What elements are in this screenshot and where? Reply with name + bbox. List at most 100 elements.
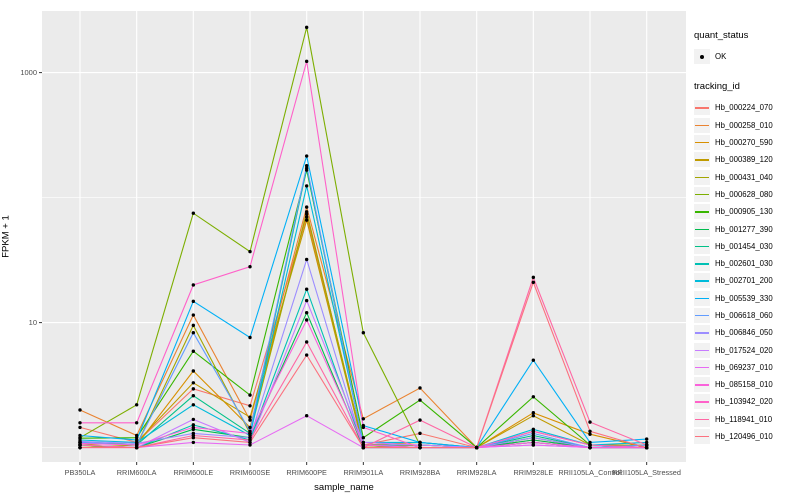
data-point	[191, 387, 196, 391]
data-point	[191, 440, 196, 445]
legend-key-box	[694, 290, 710, 306]
legend-key-line	[695, 418, 709, 421]
legend-key-box	[694, 359, 710, 375]
data-point	[248, 415, 252, 419]
legend-key-box	[694, 238, 710, 254]
data-point	[304, 298, 309, 303]
data-point	[304, 257, 309, 262]
legend-item-label: Hb_118941_010	[715, 414, 773, 424]
legend-item-label: Hb_017524_020	[715, 345, 773, 355]
data-point	[418, 418, 422, 422]
legend-key-line	[695, 280, 709, 282]
legend-key-line	[695, 211, 709, 213]
legend-key-box	[694, 135, 710, 151]
legend-item-label: Hb_085158_010	[715, 380, 773, 390]
legend-key-line	[695, 349, 709, 351]
data-point	[418, 440, 422, 445]
legend-item: Hb_000431_040	[694, 168, 798, 185]
data-point	[588, 440, 592, 445]
data-point	[191, 394, 196, 398]
legend-item: Hb_017524_020	[694, 341, 798, 358]
legend-key-line	[695, 384, 709, 386]
legend-key-line	[695, 159, 709, 161]
data-point	[248, 249, 252, 254]
legend-key-box	[694, 169, 710, 185]
data-point	[644, 437, 649, 441]
data-point	[418, 386, 422, 390]
x-tick-label: RRIM600PE	[286, 468, 327, 477]
legend-item-label: Hb_006846_050	[715, 328, 773, 338]
data-point	[134, 438, 139, 442]
data-point	[248, 404, 252, 408]
data-point	[418, 398, 422, 402]
x-tick-label: RRII105LA_Stressed	[612, 468, 681, 477]
legend-key-line	[695, 193, 709, 196]
data-point	[78, 433, 82, 438]
legend-title-tracking-id: tracking_id	[694, 81, 740, 93]
legend-key-box	[694, 49, 710, 65]
legend-item-label: Hb_002601_030	[715, 259, 773, 269]
legend-item-label: Hb_000905_130	[715, 207, 773, 217]
data-point	[531, 395, 536, 399]
data-point	[531, 440, 536, 445]
x-axis-title: sample_name	[314, 482, 374, 493]
data-point	[588, 429, 592, 434]
legend-item: Hb_000389_120	[694, 151, 798, 168]
data-point	[191, 283, 196, 287]
data-point	[191, 211, 196, 215]
legend-item: Hb_000905_130	[694, 203, 798, 220]
legend-item-label: Hb_000628_080	[715, 189, 773, 199]
legend: quant_status OK tracking_id Hb_000224_07…	[694, 30, 798, 445]
data-point	[248, 431, 252, 436]
data-point	[304, 205, 309, 209]
legend-item: Hb_069237_010	[694, 359, 798, 376]
legend-key-box	[694, 256, 710, 272]
data-point	[191, 369, 196, 373]
data-point	[418, 431, 422, 436]
data-point	[134, 421, 139, 425]
legend-key-box	[694, 204, 710, 220]
data-point	[531, 413, 536, 418]
legend-key-line	[695, 297, 709, 300]
legend-item: Hb_006846_050	[694, 324, 798, 341]
data-point	[248, 425, 252, 430]
legend-item: Hb_000258_010	[694, 117, 798, 134]
chart-panel	[42, 11, 686, 462]
x-tick-label: RRIM928LE	[513, 468, 553, 477]
data-point	[531, 280, 536, 285]
legend-item-label: Hb_120496_010	[715, 432, 773, 442]
data-point	[304, 154, 309, 158]
data-point	[531, 275, 536, 280]
legend-item: Hb_118941_010	[694, 411, 798, 428]
legend-item-label: Hb_000270_590	[715, 138, 773, 148]
data-point	[304, 311, 309, 315]
data-point	[531, 411, 536, 415]
legend-item: Hb_120496_010	[694, 428, 798, 445]
data-point	[78, 443, 82, 447]
legend-item-label: Hb_001277_390	[715, 224, 773, 234]
data-point	[191, 381, 196, 385]
legend-key-line	[695, 142, 709, 144]
data-point	[531, 443, 536, 447]
y-tick-label: 10	[29, 318, 37, 327]
legend-key-line	[695, 107, 709, 109]
legend-key-box	[694, 411, 710, 427]
point-icon	[700, 54, 704, 59]
legend-item: Hb_103942_020	[694, 393, 798, 410]
legend-quant-status: quant_status OK	[694, 30, 798, 65]
data-point	[191, 403, 196, 407]
data-point	[304, 25, 309, 30]
data-point	[191, 331, 196, 335]
data-point	[304, 210, 309, 214]
data-point	[191, 425, 196, 430]
legend-item-label: Hb_006618_060	[715, 311, 773, 320]
data-point	[531, 358, 536, 362]
data-point	[248, 443, 252, 447]
data-point	[304, 166, 309, 170]
data-point	[78, 408, 82, 412]
data-point	[361, 436, 366, 440]
data-point	[304, 318, 309, 322]
legend-key-line	[695, 366, 709, 369]
x-tick-label: RRIM928LA	[457, 468, 497, 477]
